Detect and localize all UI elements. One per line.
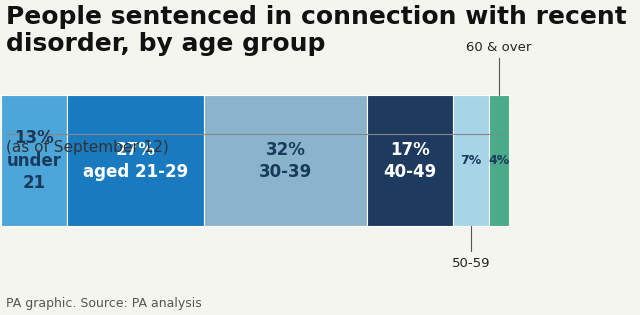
- Bar: [367, 95, 453, 226]
- Text: 4%: 4%: [488, 154, 509, 167]
- Text: 13%
under
21: 13% under 21: [7, 129, 62, 192]
- Text: 32%
30-39: 32% 30-39: [259, 140, 312, 181]
- Text: 7%: 7%: [460, 154, 481, 167]
- Text: People sentenced in connection with recent
disorder, by age group: People sentenced in connection with rece…: [6, 4, 627, 56]
- Bar: [204, 95, 367, 226]
- Text: 50-59: 50-59: [452, 257, 490, 270]
- Bar: [67, 95, 204, 226]
- Bar: [488, 95, 509, 226]
- Text: PA graphic. Source: PA analysis: PA graphic. Source: PA analysis: [6, 297, 202, 311]
- Text: (as of September 12): (as of September 12): [6, 140, 169, 155]
- Bar: [1, 95, 67, 226]
- Text: 27%
aged 21-29: 27% aged 21-29: [83, 140, 189, 181]
- Text: 60 & over: 60 & over: [466, 42, 531, 54]
- Bar: [453, 95, 488, 226]
- Text: 17%
40-49: 17% 40-49: [383, 140, 436, 181]
